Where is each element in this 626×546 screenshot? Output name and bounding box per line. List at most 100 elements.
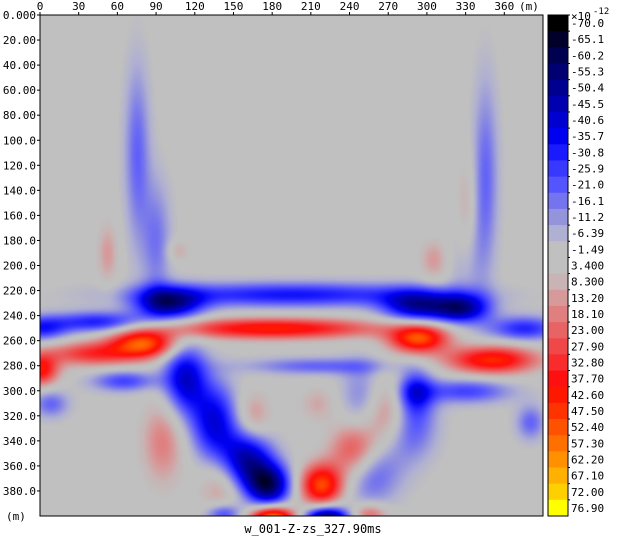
colorbar-label: -16.1 (571, 195, 604, 208)
y-tick-label: 40.00 (3, 59, 36, 72)
colorbar-swatch (548, 289, 568, 307)
colorbar-label: 57.30 (571, 437, 604, 450)
colorbar-swatch (548, 144, 568, 161)
y-tick-label: 140.0 (3, 184, 36, 197)
x-tick-label: 90 (149, 0, 162, 13)
chart-title: w_001-Z-zs_327.90ms (244, 522, 382, 536)
y-tick-label: 260.0 (3, 335, 36, 348)
colorbar-label: -25.9 (571, 163, 604, 176)
colorbar-label: -1.49 (571, 243, 604, 256)
colorbar-label: -35.7 (571, 130, 604, 143)
colorbar-label: 76.90 (571, 502, 604, 515)
x-tick-label: 150 (224, 0, 244, 13)
colorbar-label: 32.80 (571, 356, 604, 369)
colorbar-label: 52.40 (571, 421, 604, 434)
colorbar-swatch (548, 95, 568, 113)
colorbar-swatch (548, 435, 568, 452)
y-tick-label: 340.0 (3, 435, 36, 448)
colorbar-frame (547, 14, 569, 517)
y-axis: 0.000 20.00 40.00 60.00 80.00 100.0 120.0 140.0… (3, 9, 40, 498)
colorbar-swatch (548, 192, 568, 210)
colorbar-swatch (548, 338, 568, 355)
colorbar-label: -6.39 (571, 227, 604, 240)
x-tick-label: 30 (72, 0, 85, 13)
colorbar-label: 8.300 (571, 276, 604, 289)
y-tick-label: 360.0 (3, 460, 36, 473)
colorbar-label: 27.90 (571, 340, 604, 353)
x-axis: 0 30 60 90 120 150 180 210 240 270 300 330 360 (37, 0, 514, 15)
x-unit-label: (m) (519, 0, 539, 13)
x-tick-label: 360 (494, 0, 514, 13)
y-tick-label: 200.0 (3, 260, 36, 273)
colorbar-swatch (548, 176, 568, 194)
colorbar-label: 18.10 (571, 308, 604, 321)
y-tick-label: 0.000 (3, 9, 36, 22)
colorbar-swatch (548, 31, 568, 48)
colorbar-swatch (548, 354, 568, 372)
colorbar-label: 72.00 (571, 486, 604, 499)
colorbar-label: 3.400 (571, 260, 604, 273)
colorbar: -70.0 -65.1 -60.2 -55.3 -50.4 -45.5 -40.6 -35.7… (547, 14, 604, 517)
x-tick-label: 120 (185, 0, 205, 13)
colorbar-swatch (548, 79, 568, 97)
colorbar-swatch (548, 273, 568, 291)
y-tick-label: 320.0 (3, 410, 36, 423)
colorbar-label: 37.70 (571, 373, 604, 386)
x-tick-label: 300 (417, 0, 437, 13)
colorbar-swatch (548, 322, 568, 339)
colorbar-label: -30.8 (571, 146, 604, 159)
colorbar-swatch (548, 386, 568, 404)
colorbar-swatch (548, 208, 568, 226)
colorbar-label: -50.4 (571, 82, 604, 95)
plot-frame (39, 14, 544, 517)
x-tick-label: 210 (301, 0, 321, 13)
colorbar-label: -60.2 (571, 49, 604, 62)
colorbar-label: -11.2 (571, 211, 604, 224)
y-tick-label: 180.0 (3, 234, 36, 247)
colorbar-swatch (548, 160, 568, 178)
y-unit-label: (m) (6, 510, 26, 523)
y-tick-label: 20.00 (3, 34, 36, 47)
y-tick-label: 220.0 (3, 285, 36, 298)
colorbar-label: 67.10 (571, 470, 604, 483)
heatmap-plot-area (40, 15, 543, 516)
colorbar-multiplier: ×10 (571, 10, 591, 23)
colorbar-label: 23.00 (571, 324, 604, 337)
colorbar-swatch (548, 15, 568, 32)
y-tick-label: 100.0 (3, 134, 36, 147)
colorbar-swatch (548, 111, 568, 129)
y-tick-label: 120.0 (3, 159, 36, 172)
colorbar-label: -70.0 (571, 17, 604, 30)
colorbar-swatch (548, 305, 568, 323)
y-tick-label: 280.0 (3, 360, 36, 373)
colorbar-swatch (548, 47, 568, 64)
colorbar-label: 62.20 (571, 453, 604, 466)
y-tick-label: 160.0 (3, 209, 36, 222)
colorbar-label: -65.1 (571, 33, 604, 46)
colorbar-label: 42.60 (571, 389, 604, 402)
colorbar-swatch (548, 402, 568, 420)
colorbar-exponent: -12 (593, 7, 609, 17)
x-tick-label: 60 (111, 0, 124, 13)
colorbar-swatch (548, 451, 568, 469)
x-tick-label: 0 (37, 0, 44, 13)
colorbar-swatch (548, 225, 568, 242)
x-tick-label: 180 (262, 0, 282, 13)
colorbar-swatch (548, 241, 568, 258)
y-tick-label: 240.0 (3, 310, 36, 323)
colorbar-swatch (548, 483, 568, 501)
x-tick-label: 330 (456, 0, 476, 13)
x-tick-label: 240 (340, 0, 360, 13)
colorbar-swatch (548, 257, 568, 275)
colorbar-swatch (548, 370, 568, 388)
colorbar-swatch (548, 419, 568, 436)
y-tick-label: 300.0 (3, 385, 36, 398)
colorbar-swatch (548, 63, 568, 81)
colorbar-label: 13.20 (571, 292, 604, 305)
colorbar-label: -55.3 (571, 66, 604, 79)
x-tick-label: 270 (378, 0, 398, 13)
y-tick-label: 80.00 (3, 109, 36, 122)
y-tick-label: 60.00 (3, 84, 36, 97)
colorbar-label: -21.0 (571, 179, 604, 192)
